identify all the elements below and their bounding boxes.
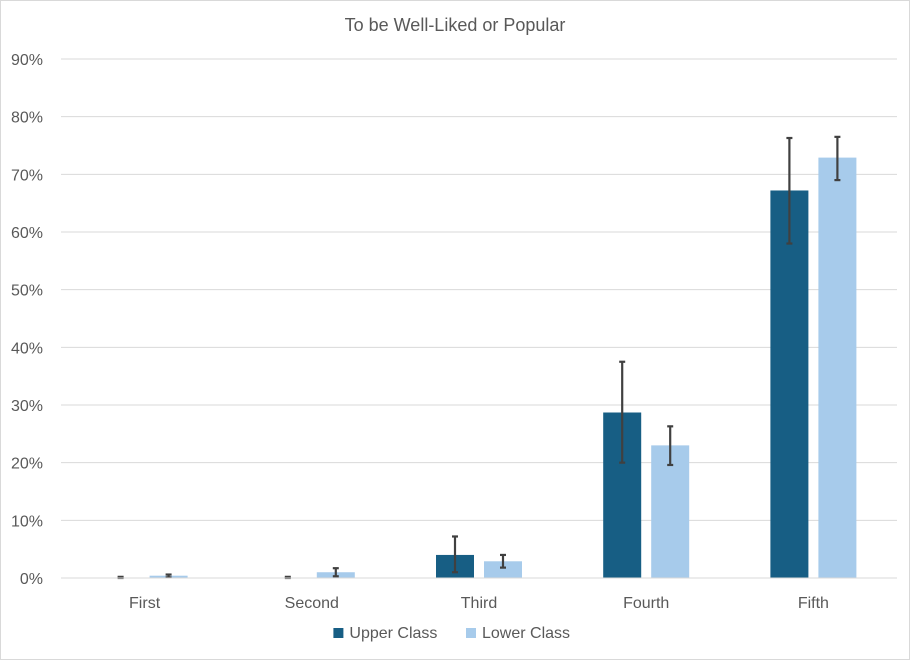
error-bar-upper-class-third (452, 535, 458, 574)
error-bar-lower-class-second (332, 567, 339, 578)
y-tick-label: 90% (11, 52, 43, 69)
y-tick-label: 50% (11, 283, 43, 300)
error-bars-group (117, 135, 841, 580)
legend-item-lower-class: Lower Class (466, 625, 570, 642)
legend-item-upper-class: Upper Class (333, 625, 437, 642)
bar-upper-class-fifth (770, 190, 809, 579)
y-tick-label: 80% (11, 110, 43, 127)
y-axis: 0% 10% 20% 30% 40% 50% 60% 70% 80% 90% (11, 52, 43, 588)
y-tick-label: 40% (11, 340, 43, 357)
x-tick-label: Second (285, 595, 339, 612)
legend-swatch (466, 628, 476, 638)
bars-group (149, 157, 857, 579)
gridlines (61, 58, 897, 521)
x-tick-label: Fifth (798, 595, 829, 612)
legend-swatch (333, 628, 344, 638)
x-tick-label: Fourth (623, 595, 669, 612)
error-bar-lower-class-first (165, 573, 172, 579)
bar-lower-class-fourth (651, 445, 690, 578)
y-tick-label: 10% (11, 513, 43, 530)
legend-label: Upper Class (349, 625, 437, 642)
y-tick-label: 30% (11, 398, 43, 415)
error-bar-lower-class-fifth (834, 135, 841, 182)
x-tick-label: First (129, 595, 161, 612)
bar-lower-class-fifth (818, 157, 857, 579)
chart-title: To be Well-Liked or Popular (345, 15, 566, 35)
error-bar-lower-class-third (500, 553, 506, 569)
y-tick-label: 70% (11, 167, 43, 184)
bar-lower-class-third (484, 561, 522, 578)
legend: Upper Class Lower Class (333, 625, 570, 642)
error-bar-lower-class-fourth (667, 425, 674, 467)
legend-label: Lower Class (482, 625, 570, 642)
y-tick-label: 60% (11, 225, 43, 242)
error-bar-upper-class-fourth (619, 360, 626, 464)
y-tick-label: 0% (20, 571, 43, 588)
y-tick-label: 20% (11, 456, 43, 473)
x-tick-label: Third (461, 595, 497, 612)
x-axis: First Second Third Fourth Fifth (61, 577, 897, 612)
error-bar-upper-class-fifth (786, 136, 793, 245)
